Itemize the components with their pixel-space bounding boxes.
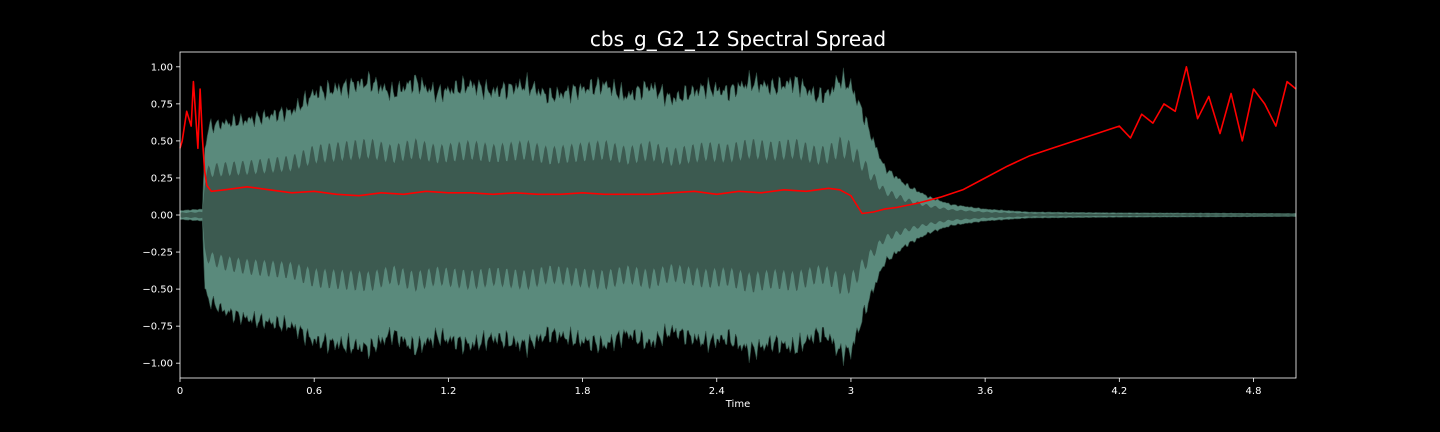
x-tick-label: 3: [848, 386, 854, 397]
x-tick-label: 1.8: [575, 386, 591, 397]
y-tick-label: 1.00: [151, 62, 173, 73]
spread-line-layer: [179, 66, 1297, 215]
y-tick-label: 0.50: [151, 136, 173, 147]
y-tick-label: −1.00: [142, 359, 173, 370]
y-tick-label: −0.25: [142, 248, 173, 259]
y-axis-ticks: 1.00 0.75 0.50 0.25 0.00 −0.25 −0.50 −0.75 −1.00: [142, 62, 180, 370]
x-tick-label: 0.6: [306, 386, 322, 397]
y-tick-label: 0.75: [151, 99, 173, 110]
x-tick-label: 3.6: [977, 386, 993, 397]
x-tick-label: 2.4: [709, 386, 725, 397]
spectral-spread-line: [179, 66, 1297, 215]
y-tick-label: 0.25: [151, 173, 173, 184]
waveform-envelope-inner: [180, 136, 1296, 295]
x-axis-ticks: 0 0.6 1.2 1.8 2.4 3 3.6 4.2 4.8: [177, 378, 1262, 397]
x-tick-label: 4.8: [1246, 386, 1262, 397]
x-tick-label: 0: [177, 386, 183, 397]
y-tick-label: −0.50: [142, 285, 173, 296]
x-axis-label: Time: [725, 399, 750, 410]
chart-title: cbs_g_G2_12 Spectral Spread: [590, 27, 886, 51]
x-tick-label: 1.2: [440, 386, 456, 397]
x-tick-label: 4.2: [1111, 386, 1127, 397]
y-tick-label: −0.75: [142, 322, 173, 333]
y-tick-label: 0.00: [151, 211, 173, 222]
